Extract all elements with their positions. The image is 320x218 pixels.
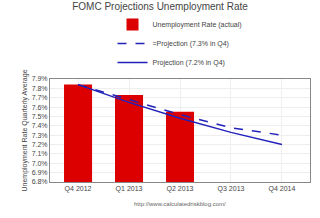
svg-text:6.9%: 6.9% <box>32 169 48 176</box>
svg-text:7.4%: 7.4% <box>32 122 48 129</box>
svg-text:Unemployment Rate Quarterly Av: Unemployment Rate Quarterly Average <box>21 69 29 191</box>
svg-text:Q4 2012: Q4 2012 <box>65 185 92 193</box>
svg-text:7.6%: 7.6% <box>32 104 48 111</box>
svg-text:7.3%: 7.3% <box>32 132 48 139</box>
svg-text:7.1%: 7.1% <box>32 150 48 157</box>
svg-text:Q1 2013: Q1 2013 <box>116 185 143 193</box>
svg-text:7.8%: 7.8% <box>32 85 48 92</box>
svg-text:Q2 2013: Q2 2013 <box>167 185 194 193</box>
svg-text:=Projection (7.3% in Q4): =Projection (7.3% in Q4) <box>153 40 229 48</box>
svg-text:Projection (7.2% in Q4): Projection (7.2% in Q4) <box>153 59 225 67</box>
svg-text:6.8%: 6.8% <box>32 178 48 185</box>
svg-text:Q3 2013: Q3 2013 <box>218 185 245 193</box>
svg-text:Unemployment Rate (actual): Unemployment Rate (actual) <box>153 21 242 29</box>
svg-text:7.7%: 7.7% <box>32 94 48 101</box>
svg-text:7.9%: 7.9% <box>32 75 48 82</box>
svg-text:FOMC Projections Unemployment: FOMC Projections Unemployment Rate <box>72 1 248 12</box>
svg-text:http://www.calculatedriskblog.: http://www.calculatedriskblog.com/ <box>134 201 226 207</box>
svg-text:7.2%: 7.2% <box>32 141 48 148</box>
svg-text:7.5%: 7.5% <box>32 113 48 120</box>
svg-text:7.0%: 7.0% <box>32 160 48 167</box>
svg-text:Q4 2014: Q4 2014 <box>269 185 296 193</box>
